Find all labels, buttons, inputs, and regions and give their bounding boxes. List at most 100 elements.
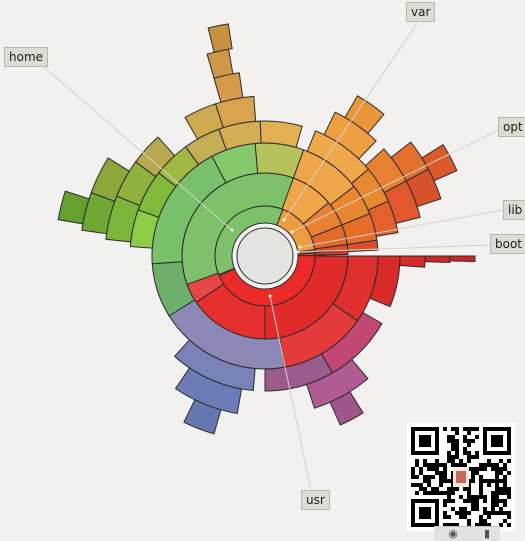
sunburst-segment-50[interactable] xyxy=(90,157,131,202)
qr-module xyxy=(419,487,423,491)
sunburst-segment-60[interactable] xyxy=(421,144,458,182)
qr-module xyxy=(423,479,427,483)
label-boot[interactable]: boot xyxy=(490,234,525,254)
qr-module xyxy=(467,459,471,463)
qr-module xyxy=(475,507,479,511)
qr-module xyxy=(475,427,479,431)
qr-module xyxy=(423,475,427,479)
qr-module xyxy=(443,499,447,503)
qr-module xyxy=(463,507,467,511)
qr-module xyxy=(447,439,451,443)
qr-module xyxy=(467,523,471,527)
qr-module xyxy=(503,479,507,483)
qr-module xyxy=(447,435,451,439)
qr-module xyxy=(463,447,467,451)
qr-module xyxy=(447,459,451,463)
sunburst-segment-62[interactable] xyxy=(207,23,233,53)
label-opt[interactable]: opt xyxy=(498,117,525,137)
qr-module xyxy=(471,499,475,503)
camera-icon[interactable]: ◉ xyxy=(448,527,458,540)
qr-module xyxy=(487,463,491,467)
sunburst-rings[interactable] xyxy=(57,23,476,435)
qr-code-pattern xyxy=(411,427,511,527)
qr-module xyxy=(471,503,475,507)
qr-logo-mark xyxy=(456,471,466,483)
save-icon[interactable]: ▮ xyxy=(483,527,491,540)
sunburst-center[interactable] xyxy=(236,227,294,285)
sunburst-segment-20[interactable] xyxy=(346,239,379,253)
qr-module xyxy=(443,427,447,431)
leader-line-home xyxy=(43,66,233,231)
qr-module xyxy=(451,443,455,447)
qr-module xyxy=(487,483,491,487)
sunburst-segment-61[interactable] xyxy=(449,255,476,263)
leader-dot-lib xyxy=(298,245,302,249)
sunburst-segment-24[interactable] xyxy=(151,261,196,317)
qr-module xyxy=(463,499,467,503)
qr-module xyxy=(447,491,451,495)
qr-module xyxy=(491,511,495,515)
qr-module xyxy=(499,471,503,475)
qr-module xyxy=(423,463,427,467)
sunburst-segment-52[interactable] xyxy=(344,95,385,135)
qr-module xyxy=(467,499,471,503)
label-lib[interactable]: lib xyxy=(503,200,525,220)
qr-module xyxy=(495,511,499,515)
qr-module xyxy=(467,439,471,443)
qr-module xyxy=(475,495,479,499)
qr-module xyxy=(415,463,419,467)
qr-module xyxy=(503,491,507,495)
qr-module xyxy=(455,523,459,527)
qr-module xyxy=(435,463,439,467)
qr-module xyxy=(451,439,455,443)
qr-module xyxy=(463,515,467,519)
qr-module xyxy=(455,487,459,491)
sunburst-segment-59[interactable] xyxy=(206,48,234,79)
sunburst-segment-58[interactable] xyxy=(57,190,90,225)
qr-module xyxy=(499,479,503,483)
leader-dot-usr xyxy=(268,294,272,298)
label-var[interactable]: var xyxy=(406,2,436,22)
label-home[interactable]: home xyxy=(4,47,49,67)
qr-module xyxy=(443,523,447,527)
qr-module xyxy=(503,511,507,515)
qr-module xyxy=(479,487,483,491)
sunburst-segment-57[interactable] xyxy=(183,399,222,435)
qr-module xyxy=(471,475,475,479)
qr-module xyxy=(467,495,471,499)
label-usr[interactable]: usr xyxy=(301,490,330,510)
sunburst-segment-30[interactable] xyxy=(259,120,303,148)
qr-module xyxy=(447,455,451,459)
sunburst-segment-47[interactable] xyxy=(306,358,369,409)
leader-line-lib xyxy=(299,209,504,248)
qr-module xyxy=(475,467,479,471)
qr-module xyxy=(479,479,483,483)
qr-module xyxy=(467,443,471,447)
qr-module xyxy=(439,475,443,479)
qr-module xyxy=(491,467,495,471)
qr-module xyxy=(495,479,499,483)
sunburst-segment-46[interactable] xyxy=(399,255,426,268)
qr-module xyxy=(503,463,507,467)
qr-module xyxy=(439,471,443,475)
qr-module xyxy=(439,479,443,483)
qr-module xyxy=(423,459,427,463)
qr-module xyxy=(495,503,499,507)
leader-dot-boot xyxy=(296,250,300,254)
qr-module xyxy=(443,491,447,495)
qr-module xyxy=(451,447,455,451)
qr-module xyxy=(447,479,451,483)
qr-module xyxy=(491,499,495,503)
sunburst-segment-40[interactable] xyxy=(134,136,176,178)
sunburst-segment-56[interactable] xyxy=(329,390,364,426)
sunburst-segment-55[interactable] xyxy=(424,255,451,263)
qr-module xyxy=(411,467,415,471)
qr-module xyxy=(443,471,447,475)
leader-line-var xyxy=(283,21,419,221)
qr-module xyxy=(419,471,423,475)
qr-module xyxy=(439,483,443,487)
sunburst-segment-34[interactable] xyxy=(369,255,401,308)
qr-module xyxy=(427,475,431,479)
qr-module xyxy=(455,463,459,467)
